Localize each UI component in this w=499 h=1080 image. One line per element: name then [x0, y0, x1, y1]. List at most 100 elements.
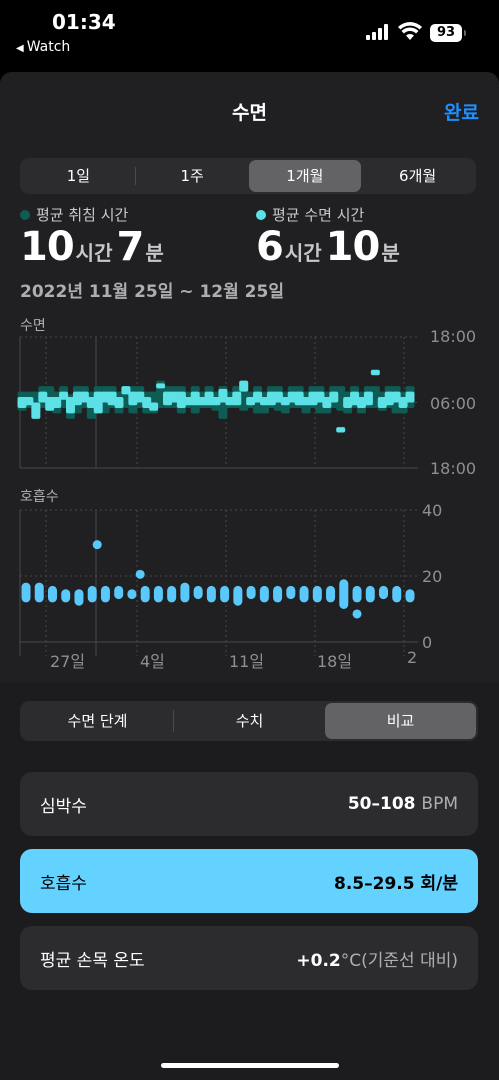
- sleep-chart-label: 수면: [20, 318, 46, 334]
- metric-value: +0.2°C(기준선 대비): [296, 946, 458, 971]
- metric-respiratory-rate[interactable]: 호흡수 8.5–29.5 회/분: [20, 849, 478, 913]
- resp-rate-point: [352, 609, 362, 619]
- segment-divider: [134, 167, 136, 185]
- sleep-y-tick: 18:00: [430, 459, 477, 478]
- sleep-and-respiration-charts: [17, 336, 418, 656]
- tab-1-month[interactable]: 1개월: [248, 160, 362, 192]
- sleep-time-bar: [107, 391, 117, 406]
- date-range: 2022년 11월 25일 ~ 12월 25일: [20, 282, 284, 302]
- sleep-time-bar: [142, 397, 152, 408]
- sleep-time-bar: [52, 397, 62, 408]
- metric-value: 8.5–29.5 회/분: [334, 869, 458, 894]
- x-tick: 18일: [317, 652, 353, 671]
- metric-heart-rate[interactable]: 심박수 50–108 BPM: [20, 772, 478, 836]
- sleep-time-bar: [183, 397, 193, 406]
- sleep-time-bar: [17, 397, 27, 408]
- home-indicator[interactable]: [161, 1063, 339, 1068]
- sleep-time-bar: [329, 391, 339, 403]
- sleep-hours-unit: 시간: [284, 241, 322, 265]
- resp-rate-bar: [246, 585, 256, 600]
- done-button[interactable]: 완료: [444, 102, 479, 124]
- sleep-sheet: 수면 완료 1일 1주 1개월 6개월 평균 취침 시간 평균 수면 시간 10…: [0, 72, 499, 1080]
- metric-label: 심박수: [40, 796, 87, 817]
- sleep-hours: 6: [256, 224, 284, 270]
- sleep-time-bar: [357, 397, 366, 408]
- sleep-time-bar: [86, 397, 96, 408]
- sleep-time-bar: [363, 391, 373, 406]
- sleep-time-bar: [197, 397, 207, 406]
- tab-sleep-stages[interactable]: 수면 단계: [67, 712, 128, 730]
- sleep-time-bar: [253, 391, 263, 403]
- sleep-time-bar: [260, 397, 269, 406]
- sleep-time-bar: [280, 397, 290, 406]
- resp-rate-bar: [286, 585, 296, 600]
- tab-1-week[interactable]: 1주: [180, 167, 204, 185]
- resp-rate-point: [135, 569, 145, 579]
- metric-number: 50–108: [347, 794, 416, 814]
- bed-time-legend: 평균 취침 시간: [20, 204, 128, 225]
- sleep-time-bar: [204, 391, 214, 406]
- tab-6-months[interactable]: 6개월: [399, 167, 437, 185]
- resp-rate-bar: [259, 585, 269, 603]
- resp-rate-bar: [299, 585, 309, 603]
- sleep-time-bar: [121, 386, 131, 395]
- bed-minutes: 7: [116, 224, 144, 270]
- sleep-time-bar: [149, 402, 159, 411]
- sleep-time-bar: [176, 391, 186, 408]
- resp-rate-bar: [21, 582, 31, 603]
- sleep-time-bar: [232, 391, 242, 406]
- segment-divider: [173, 710, 174, 732]
- sleep-time-bar: [308, 391, 318, 406]
- sleep-color-dot-icon: [256, 210, 266, 220]
- metric-unit: °C(기준선 대비): [340, 950, 458, 971]
- resp-rate-bar: [206, 585, 216, 603]
- sleep-time-bar: [246, 397, 256, 406]
- back-triangle-icon: ◀: [16, 43, 24, 54]
- sleep-time-bar: [405, 391, 415, 403]
- sleep-time-bar: [156, 383, 166, 389]
- bed-hours: 10: [20, 224, 75, 270]
- sleep-minutes-unit: 분: [381, 241, 400, 265]
- sleep-time-bar: [239, 380, 249, 392]
- sleep-time-bar: [218, 388, 228, 403]
- sleep-time-bar: [190, 391, 200, 406]
- bed-color-dot-icon: [20, 210, 30, 220]
- x-tick: 2: [407, 648, 418, 667]
- tab-1-day[interactable]: 1일: [66, 167, 91, 185]
- sleep-time-bar: [384, 391, 394, 406]
- x-tick: 11일: [229, 652, 265, 671]
- sleep-time-bar: [31, 402, 41, 419]
- back-to-app-link[interactable]: ◀ Watch: [16, 39, 70, 55]
- sleep-time-bar: [225, 397, 235, 406]
- tab-values[interactable]: 수치: [235, 712, 264, 730]
- wifi-icon: [398, 22, 422, 40]
- resp-rate-bar: [74, 589, 84, 606]
- sleep-minutes: 10: [325, 224, 381, 270]
- resp-rate-bar: [326, 585, 336, 603]
- resp-rate-bar: [273, 585, 283, 603]
- tab-compare[interactable]: 비교: [325, 703, 476, 739]
- resp-rate-bar: [100, 585, 110, 603]
- resp-rate-bar: [352, 585, 362, 603]
- sleep-time-bar: [370, 369, 380, 376]
- resp-rate-bar: [180, 582, 190, 603]
- metric-wrist-temperature[interactable]: 평균 손목 온도 +0.2°C(기준선 대비): [20, 926, 478, 990]
- resp-y-tick: 40: [422, 501, 443, 520]
- sleep-time-bar: [322, 397, 332, 408]
- bed-time-label: 평균 취침 시간: [36, 206, 129, 224]
- sleep-time-bar: [79, 391, 89, 403]
- resp-chart-label: 호흡수: [20, 489, 59, 505]
- avg-bed-time-value: 10 시간 7 분: [20, 224, 168, 270]
- sleep-time-label: 평균 수면 시간: [272, 206, 365, 224]
- x-tick: 27일: [50, 652, 86, 671]
- resp-rate-point: [92, 540, 102, 550]
- resp-y-tick: 20: [422, 567, 443, 586]
- resp-rate-bar: [379, 585, 389, 600]
- sleep-time-bar: [169, 391, 179, 403]
- resp-rate-bar: [365, 585, 375, 603]
- resp-rate-bar: [34, 582, 44, 603]
- resp-rate-bar: [167, 585, 177, 603]
- sleep-time-bar: [59, 391, 69, 400]
- x-tick: 4일: [140, 652, 165, 671]
- resp-rate-bar: [140, 585, 150, 603]
